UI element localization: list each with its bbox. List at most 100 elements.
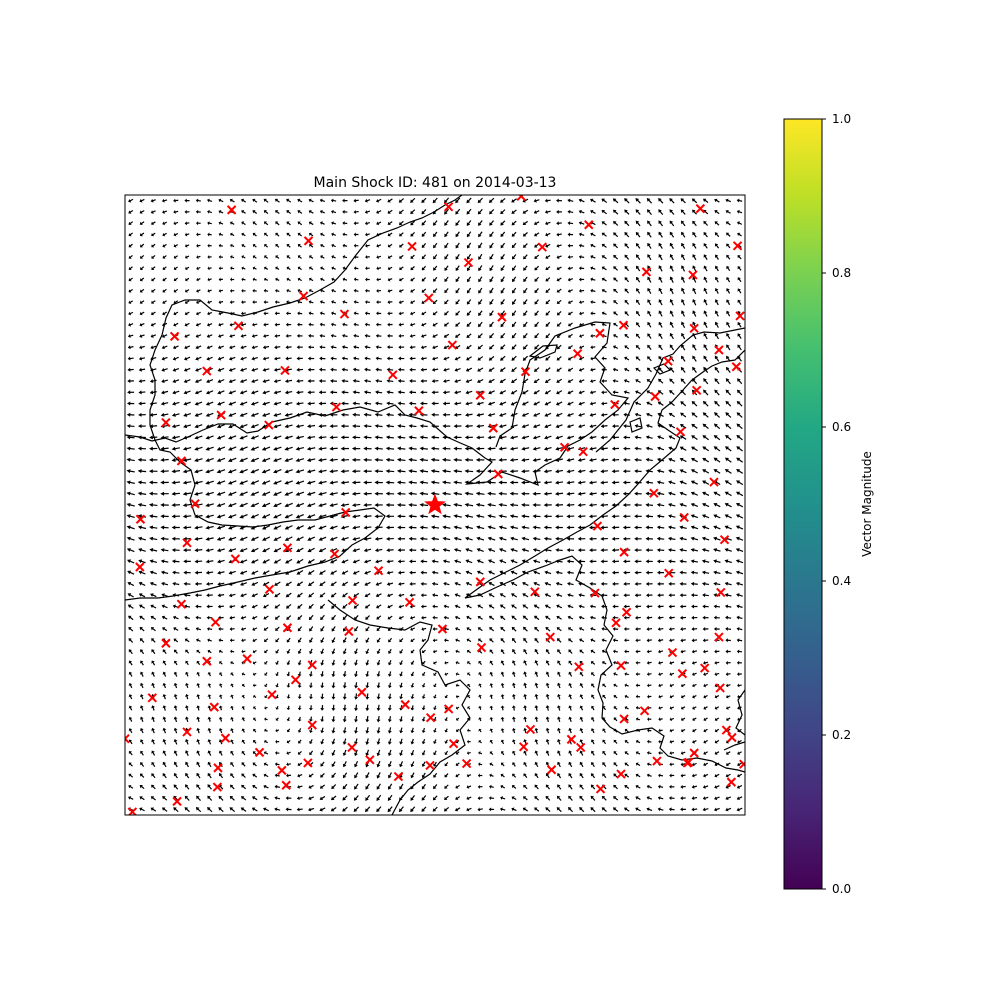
vector-arrow — [409, 334, 416, 338]
vector-arrow — [297, 637, 302, 643]
vector-arrow — [453, 401, 462, 406]
vector-arrow — [196, 727, 201, 734]
vector-arrow — [284, 412, 293, 417]
vector-arrow — [398, 209, 404, 214]
vector-arrow — [634, 548, 642, 553]
vector-arrow — [387, 243, 393, 248]
vector-arrow — [363, 401, 372, 406]
vector-arrow — [578, 209, 585, 214]
vector-arrow — [444, 773, 449, 778]
event-marker — [721, 725, 732, 735]
vector-arrow — [173, 198, 179, 203]
vector-arrow — [669, 344, 675, 351]
vector-arrow — [601, 615, 608, 620]
vector-arrow — [410, 197, 416, 203]
vector-arrow — [433, 276, 438, 282]
vector-arrow — [307, 547, 315, 553]
event-marker — [267, 690, 277, 700]
vector-arrow — [330, 795, 337, 801]
vector-arrow — [148, 469, 158, 474]
vector-arrow — [725, 796, 732, 801]
vector-arrow — [533, 367, 540, 372]
vector-arrow — [624, 254, 630, 260]
vector-arrow — [184, 345, 191, 350]
event-marker — [190, 499, 200, 509]
vector-arrow — [128, 716, 133, 722]
vector-arrow — [218, 672, 223, 677]
vector-arrow — [624, 739, 629, 744]
vector-arrow — [194, 379, 202, 383]
vector-arrow — [703, 332, 708, 340]
vector-arrow — [601, 209, 608, 215]
vector-arrow — [218, 232, 224, 237]
vector-arrow — [692, 355, 697, 362]
vector-arrow — [557, 705, 561, 711]
vector-arrow — [386, 378, 394, 383]
vector-arrow — [521, 570, 529, 575]
vector-arrow — [622, 491, 631, 496]
vector-arrow — [680, 739, 686, 744]
vector-arrow — [455, 649, 460, 654]
vector-arrow — [646, 615, 653, 620]
vector-arrow — [295, 536, 304, 541]
vector-arrow — [162, 682, 167, 689]
vector-arrow — [476, 559, 484, 564]
vector-arrow — [724, 548, 732, 552]
event-marker — [516, 195, 526, 201]
vector-arrow — [691, 615, 698, 620]
vector-arrow — [387, 716, 392, 723]
vector-arrow — [725, 434, 732, 441]
vector-arrow — [365, 704, 370, 712]
vector-arrow — [408, 514, 417, 519]
vector-arrow — [477, 807, 483, 812]
vector-arrow — [354, 704, 359, 712]
event-marker — [664, 568, 674, 578]
vector-arrow — [464, 424, 473, 429]
vector-arrow — [511, 626, 517, 632]
vector-arrow — [386, 536, 394, 541]
vector-arrow — [308, 345, 315, 350]
vector-arrow — [475, 491, 485, 496]
vector-arrow — [309, 266, 314, 271]
vector-arrow — [500, 231, 506, 238]
vector-arrow — [340, 435, 349, 440]
vector-arrow — [399, 682, 404, 688]
vector-arrow — [376, 626, 381, 632]
vector-arrow — [207, 300, 212, 305]
vector-arrow — [433, 705, 437, 710]
vector-arrow — [611, 514, 620, 519]
vector-arrow — [386, 401, 394, 406]
vector-arrow — [692, 242, 697, 249]
event-marker — [667, 647, 678, 658]
vector-arrow — [398, 345, 405, 350]
vector-arrow — [296, 592, 303, 598]
vector-arrow — [714, 198, 720, 203]
vector-arrow — [691, 423, 698, 429]
vector-arrow — [185, 750, 189, 756]
coastline — [528, 344, 558, 359]
vector-arrow — [151, 660, 156, 666]
vector-arrow — [455, 672, 460, 676]
vector-arrow — [590, 807, 596, 813]
vector-arrow — [658, 773, 664, 778]
vector-arrow — [363, 435, 372, 440]
vector-arrow — [645, 536, 653, 541]
vector-arrow — [645, 548, 653, 553]
vector-arrow — [185, 255, 190, 259]
vector-arrow — [444, 672, 449, 677]
vector-arrow — [646, 660, 652, 665]
event-marker — [182, 538, 192, 548]
vector-arrow — [442, 536, 451, 541]
vector-arrow — [228, 401, 237, 406]
vector-arrow — [376, 288, 382, 293]
vector-arrow — [567, 266, 574, 271]
vector-arrow — [217, 345, 224, 350]
vector-arrow — [736, 389, 743, 396]
vector-arrow — [410, 649, 415, 654]
vector-arrow — [669, 751, 675, 756]
vector-arrow — [454, 390, 462, 395]
vector-arrow — [318, 378, 326, 383]
event-marker — [735, 311, 745, 321]
vector-arrow — [397, 367, 405, 372]
vector-arrow — [579, 728, 584, 734]
